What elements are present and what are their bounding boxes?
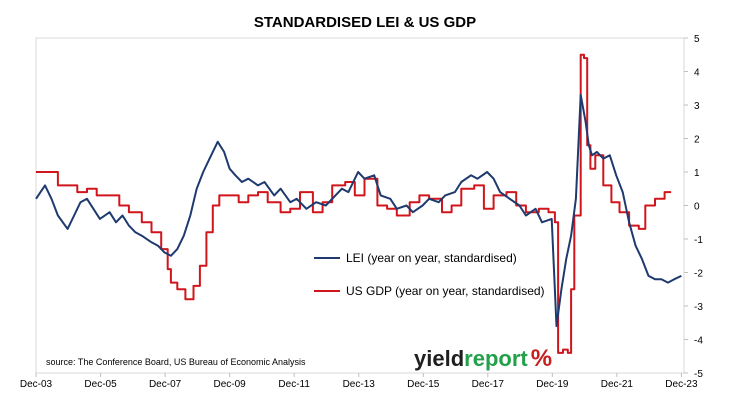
logo: yieldreport% [414, 345, 552, 372]
series-layer [35, 53, 682, 354]
series-line-lei [35, 93, 682, 328]
legend-label: LEI (year on year, standardised) [346, 251, 517, 265]
logo-part-1: yield [414, 346, 464, 371]
x-tick-label: Dec-09 [214, 379, 247, 390]
x-tick-label: Dec-19 [536, 379, 569, 390]
x-tick-label: Dec-11 [278, 379, 310, 390]
svg-text:yieldreport%: yieldreport% [414, 345, 552, 372]
logo-part-2: report [464, 346, 528, 371]
legend-label: US GDP (year on year, standardised) [346, 284, 545, 298]
x-tick-label: Dec-13 [343, 379, 376, 390]
y-tick-label: -5 [694, 369, 703, 380]
x-tick-label: Dec-17 [472, 379, 505, 390]
x-tick-label: Dec-05 [84, 379, 117, 390]
y-tick-label: 3 [694, 101, 700, 112]
y-tick-label: -2 [694, 269, 703, 280]
series-line-us-gdp [36, 53, 672, 354]
x-tick-label: Dec-15 [407, 379, 440, 390]
x-tick-label: Dec-07 [149, 379, 182, 390]
y-tick-label: 1 [694, 168, 700, 179]
legend: LEI (year on year, standardised) US GDP (… [314, 251, 545, 298]
y-tick-label: -3 [694, 302, 703, 313]
chart-title: STANDARDISED LEI & US GDP [254, 14, 476, 31]
y-tick-label: 5 [694, 34, 700, 45]
x-axis: Dec-03 Dec-05 Dec-07 Dec-09 Dec-11 Dec-13 Dec-… [20, 373, 698, 390]
y-axis: 5 4 3 2 1 0 -1 -2 -3 -4 -5 [684, 34, 703, 380]
y-tick-label: -1 [694, 235, 703, 246]
y-tick-label: 4 [694, 68, 700, 79]
source-note: source: The Conference Board, US Bureau … [46, 357, 306, 367]
y-tick-label: 0 [694, 202, 700, 213]
logo-part-3: % [531, 345, 552, 372]
y-tick-label: -4 [694, 336, 703, 347]
x-tick-label: Dec-21 [601, 379, 634, 390]
y-tick-label: 2 [694, 135, 700, 146]
x-tick-label: Dec-23 [665, 379, 698, 390]
x-tick-label: Dec-03 [20, 379, 53, 390]
